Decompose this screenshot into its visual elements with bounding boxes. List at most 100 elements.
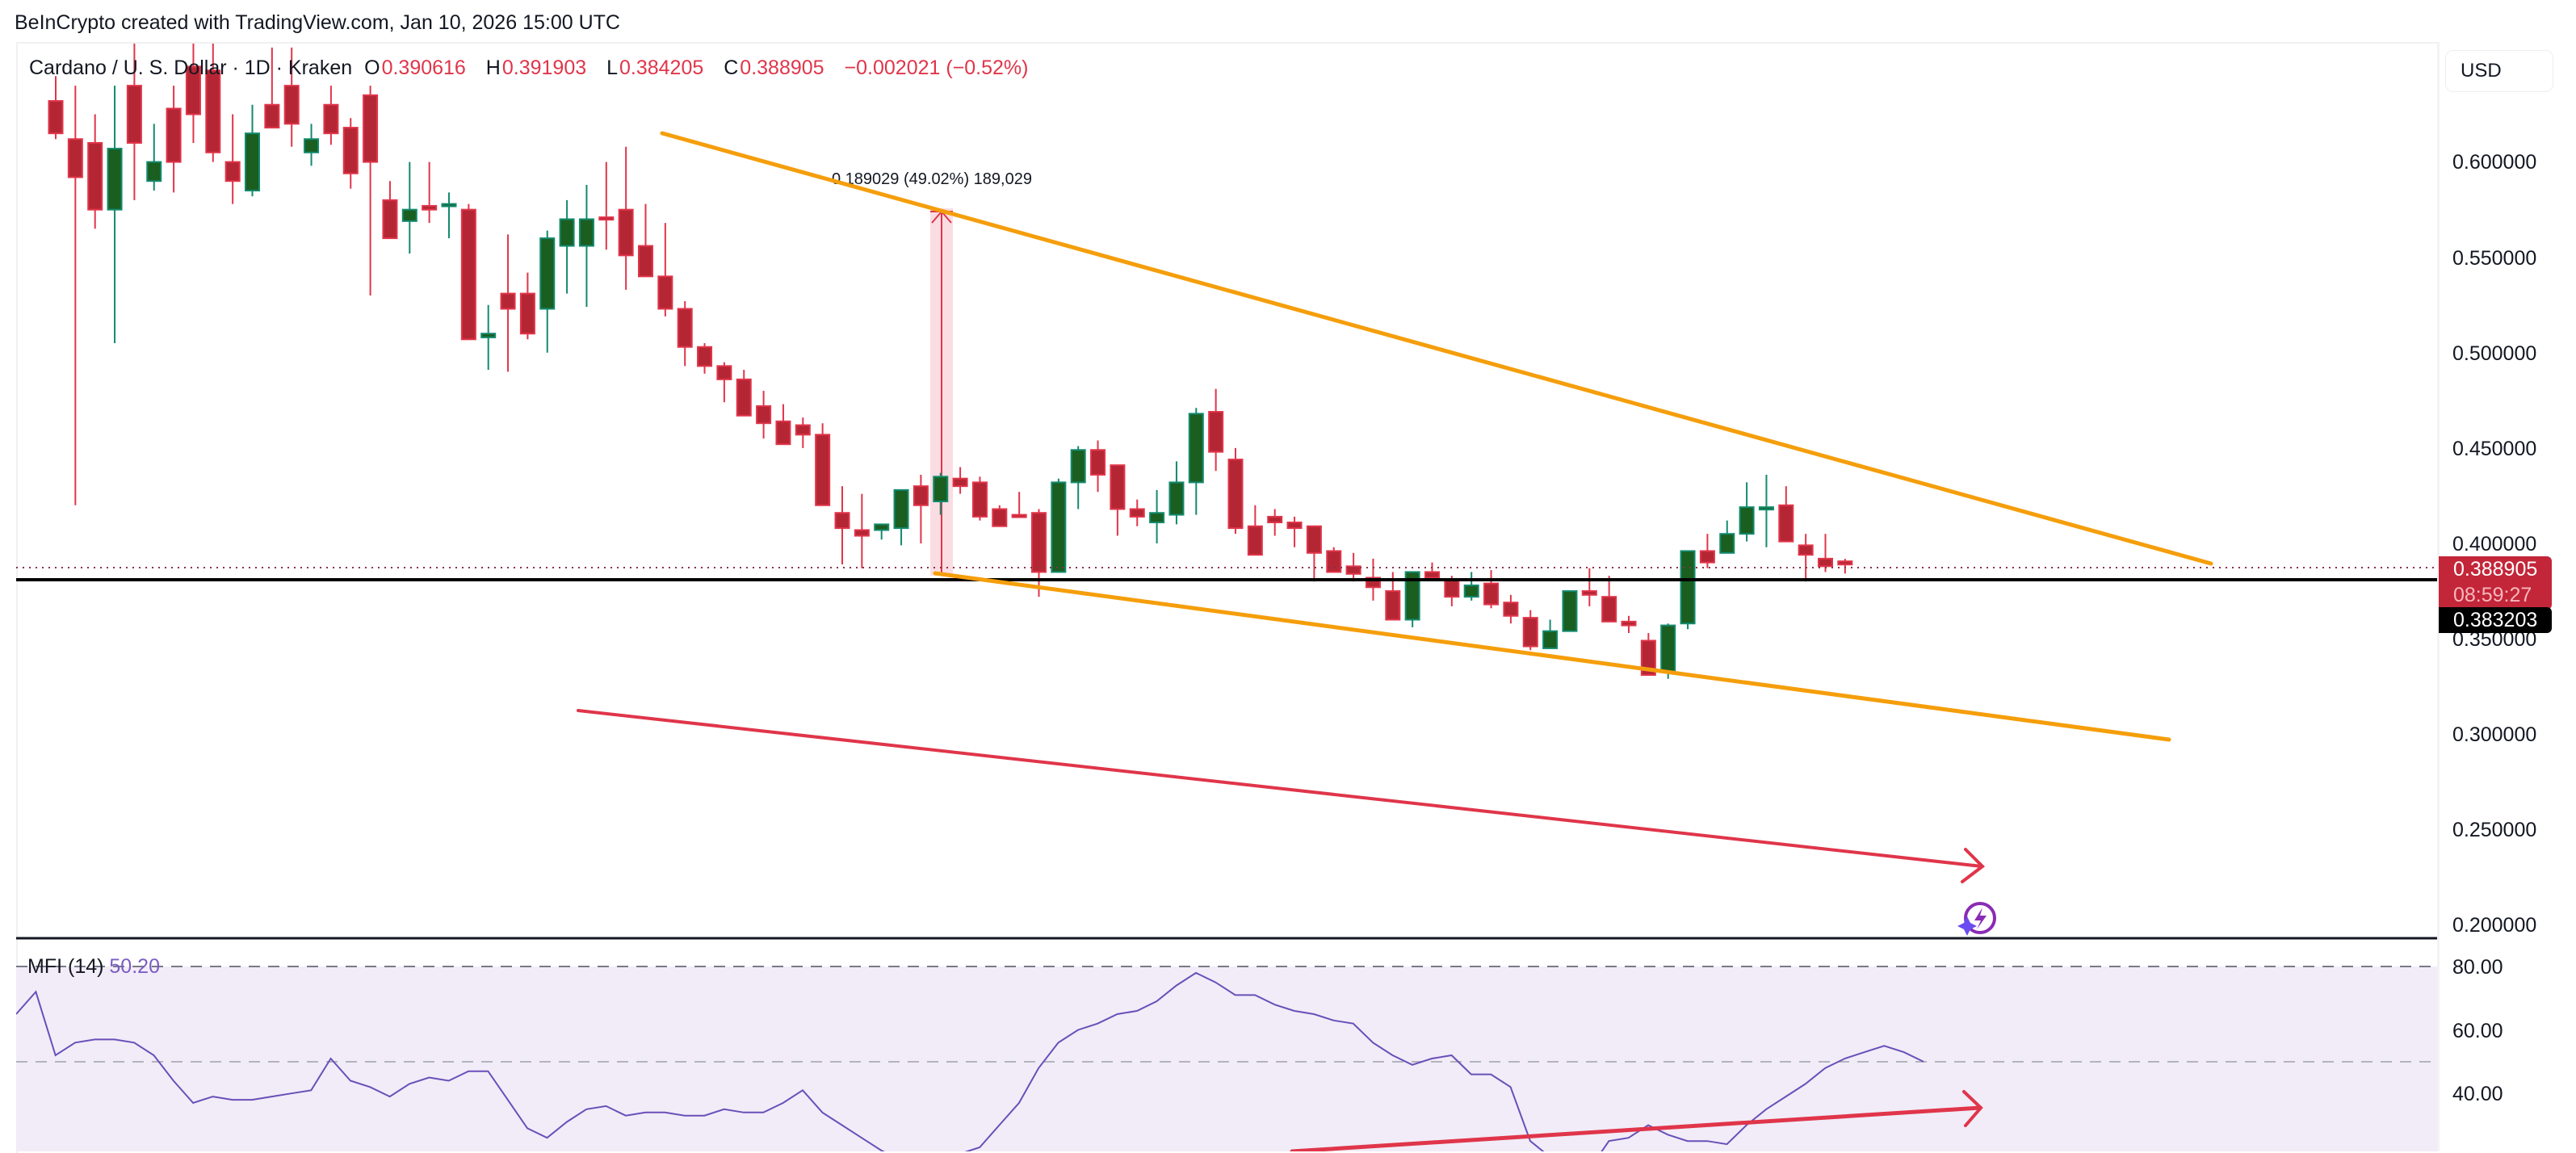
candle-body (1227, 459, 1244, 530)
price-tick: 0.600000 (2452, 151, 2537, 174)
mfi-rising-arrow (1290, 1105, 1982, 1151)
candle-body (697, 346, 713, 367)
candle-body (1660, 624, 1676, 673)
candle-body (304, 138, 320, 153)
candle-body (1326, 550, 1342, 573)
candle-body (1680, 550, 1696, 625)
candle-body (1699, 550, 1715, 564)
candle-body (933, 476, 949, 503)
candle-body (1070, 449, 1086, 484)
candle-body (264, 103, 280, 129)
candle-body (834, 512, 850, 530)
candle-body (638, 245, 653, 278)
candle-body (1208, 411, 1224, 453)
candle-body (893, 488, 909, 530)
candle-body (185, 65, 201, 115)
candle-body (1463, 584, 1479, 598)
candle-body (1581, 590, 1597, 596)
candle-body (1444, 578, 1460, 598)
candle-body (1031, 512, 1047, 573)
candle-body (480, 333, 497, 338)
close-label: C (724, 57, 739, 79)
candle-body (657, 275, 673, 310)
candle-body (1522, 617, 1538, 648)
candle-body (1837, 560, 1853, 566)
price-tick: 0.400000 (2452, 533, 2537, 556)
candle-body (460, 208, 476, 341)
candle-body (992, 508, 1008, 527)
candle-body (874, 523, 890, 531)
candle-body (166, 107, 182, 163)
mfi-pane (16, 966, 2437, 1151)
candle-body (146, 161, 162, 182)
last-price-value: 0.388905 (2453, 558, 2538, 581)
mfi-legend: MFI (14) 50.20 (27, 955, 160, 979)
price-tick: 0.300000 (2452, 723, 2537, 746)
candle-body (1798, 544, 1814, 556)
mfi-line (16, 971, 1924, 1151)
candle-body (519, 292, 535, 335)
measure-label: 0.189029 (49.02%) 189,029 (832, 170, 1032, 188)
candle-body (1267, 515, 1283, 524)
candle-body (716, 365, 732, 380)
lightning-icon (1964, 902, 1996, 934)
candle-body (1601, 596, 1617, 623)
lower-trendline (933, 571, 2171, 742)
chart-pane[interactable] (16, 42, 2439, 1153)
price-tick: 0.450000 (2452, 438, 2537, 460)
candle-body (1640, 639, 1656, 676)
candle-body (382, 199, 398, 240)
candle-body (854, 529, 870, 537)
candle-body (578, 218, 594, 247)
candle-body (559, 218, 575, 247)
candle-body (1011, 514, 1027, 518)
mfi-band (16, 966, 2437, 1151)
candle-body (224, 161, 241, 182)
candle-body (1503, 602, 1519, 617)
open-value: 0.390616 (381, 57, 466, 79)
candle-body (1424, 571, 1440, 579)
bar-countdown: 08:59:27 (2453, 584, 2532, 606)
candle-body (1188, 413, 1204, 484)
candle-body (1562, 590, 1578, 632)
candle-body (1129, 508, 1145, 518)
lightning-bolt-icon (1974, 908, 1987, 929)
descending-arrow (577, 709, 1983, 868)
price-tick: 0.550000 (2452, 247, 2537, 270)
currency-button[interactable]: USD (2445, 50, 2553, 92)
symbol-name[interactable]: Cardano / U. S. Dollar · 1D · Kraken (29, 57, 353, 79)
candle-body (756, 405, 772, 425)
candle-body (1345, 565, 1361, 575)
open-label: O (364, 57, 380, 79)
candle-body (1090, 449, 1106, 476)
candle-body (1168, 481, 1185, 516)
mfi-arrow-head-icon (1962, 1090, 1983, 1127)
horizontal-line-price-tag: 0.383203 (2439, 607, 2552, 633)
mfi-label[interactable]: MFI (14) (27, 955, 104, 978)
candle-body (1149, 512, 1165, 524)
mfi-tick: 80.00 (2452, 956, 2503, 979)
candle-body (952, 477, 968, 488)
symbol-legend: Cardano / U. S. Dollar · 1D · Kraken O0.… (29, 57, 1030, 80)
candle-body (677, 308, 693, 348)
candle-body (1818, 557, 1833, 568)
candle-body (1483, 582, 1500, 606)
candle-body (775, 420, 791, 446)
close-value: 0.388905 (740, 57, 824, 79)
candle-body (1621, 620, 1637, 627)
candle-body (618, 208, 634, 257)
candle-body (500, 292, 516, 310)
change-value: −0.002021 (−0.52%) (844, 57, 1029, 79)
candle-body (245, 132, 260, 192)
candle-body (323, 103, 339, 135)
candle-body (1385, 590, 1401, 621)
mfi-tick: 40.00 (2452, 1083, 2503, 1105)
candle-body (1739, 506, 1755, 535)
candle-body (598, 216, 615, 221)
candle-body (1306, 525, 1322, 554)
candle-body (1286, 522, 1303, 530)
candle-body (87, 141, 103, 211)
last-price-tag: 0.388905 08:59:27 (2439, 556, 2552, 610)
price-tick: 0.200000 (2452, 914, 2537, 937)
